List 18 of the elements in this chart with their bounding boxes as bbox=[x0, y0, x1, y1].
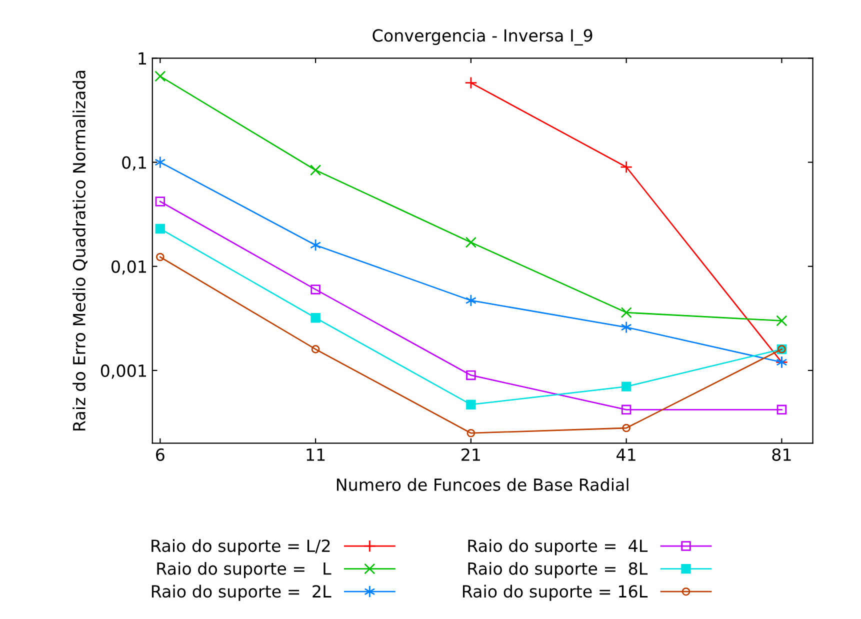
x-tick-label: 81 bbox=[772, 448, 791, 461]
x-tick-label: 11 bbox=[306, 448, 325, 461]
y-axis-title: Raiz do Erro Medio Quadratico Normalizada bbox=[72, 70, 88, 430]
y-tick-label: 0,1 bbox=[122, 156, 146, 171]
legend-label: Raio do suporte = 8L bbox=[468, 562, 648, 578]
y-tick-label: 1 bbox=[138, 52, 146, 65]
x-tick-label: 6 bbox=[156, 448, 164, 461]
x-axis-title: Numero de Funcoes de Base Radial bbox=[336, 478, 628, 491]
x-tick-label: 41 bbox=[616, 448, 636, 461]
legend-label: Raio do suporte = 2L bbox=[152, 584, 332, 601]
x-tick-label: 21 bbox=[462, 448, 480, 461]
legend-label: Raio do suporte = L bbox=[157, 562, 332, 578]
y-tick-label: 0,01 bbox=[112, 260, 146, 275]
legend-label: Raio do suporte = 16L bbox=[462, 584, 648, 601]
y-tick-label: 0,001 bbox=[100, 364, 146, 379]
legend-label: Raio do suporte = 4L bbox=[468, 539, 648, 556]
legend-label: Raio do suporte = L/2 bbox=[152, 539, 330, 556]
chart-title: Convergencia - Inversa I_9 bbox=[372, 28, 592, 46]
